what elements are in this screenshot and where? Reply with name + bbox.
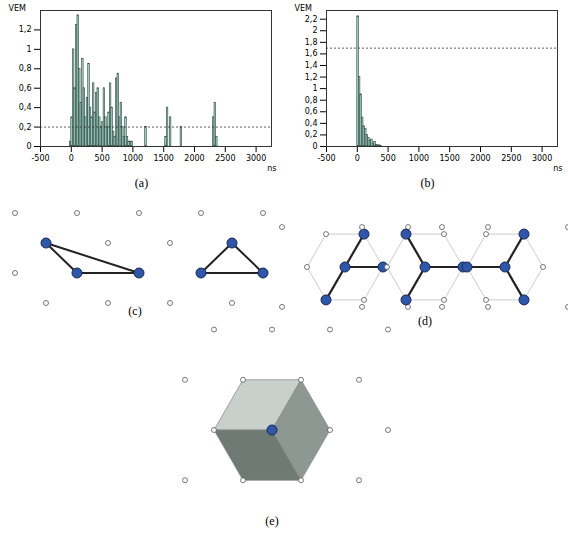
svg-text:0: 0 [26, 142, 31, 151]
svg-text:0: 0 [355, 154, 360, 163]
svg-text:1500: 1500 [154, 154, 174, 163]
svg-text:1,4: 1,4 [305, 61, 318, 70]
svg-text:ns: ns [553, 164, 562, 173]
svg-text:0,6: 0,6 [19, 84, 32, 93]
svg-text:(c): (c) [128, 304, 141, 318]
svg-text:1500: 1500 [440, 154, 460, 163]
svg-text:2: 2 [312, 26, 317, 35]
html-text:(b): (b) [420, 176, 435, 190]
svg-text:ns: ns [267, 164, 276, 173]
svg-text:0,4: 0,4 [305, 119, 318, 128]
svg-text:-500: -500 [31, 154, 49, 163]
svg-text:0,8: 0,8 [305, 96, 318, 105]
svg-text:(e): (e) [265, 514, 278, 528]
svg-text:3000: 3000 [246, 154, 266, 163]
svg-text:1,8: 1,8 [305, 38, 318, 47]
svg-text:0,4: 0,4 [19, 103, 32, 112]
svg-text:3000: 3000 [532, 154, 552, 163]
svg-text:VEM: VEM [295, 4, 313, 13]
svg-text:0: 0 [312, 142, 317, 151]
svg-text:1: 1 [312, 84, 317, 93]
svg-text:1000: 1000 [409, 154, 429, 163]
svg-text:2000: 2000 [470, 154, 490, 163]
svg-text:0: 0 [69, 154, 74, 163]
svg-text:500: 500 [94, 154, 109, 163]
svg-text:1: 1 [26, 45, 31, 54]
svg-text:500: 500 [380, 154, 395, 163]
svg-text:VEM: VEM [9, 4, 27, 13]
html-text:(a): (a) [134, 176, 149, 190]
svg-text:2,2: 2,2 [305, 15, 318, 24]
svg-text:2500: 2500 [215, 154, 235, 163]
svg-text:0,6: 0,6 [305, 107, 318, 116]
svg-text:0,2: 0,2 [19, 123, 32, 132]
svg-text:(d): (d) [418, 314, 432, 328]
svg-text:2500: 2500 [501, 154, 521, 163]
svg-text:2000: 2000 [184, 154, 204, 163]
svg-text:1,6: 1,6 [305, 49, 318, 58]
svg-text:1000: 1000 [123, 154, 143, 163]
svg-text:0,8: 0,8 [19, 64, 32, 73]
svg-text:1,2: 1,2 [19, 25, 32, 34]
svg-text:0,2: 0,2 [305, 130, 318, 139]
svg-text:1,2: 1,2 [305, 73, 318, 82]
svg-text:-500: -500 [317, 154, 335, 163]
